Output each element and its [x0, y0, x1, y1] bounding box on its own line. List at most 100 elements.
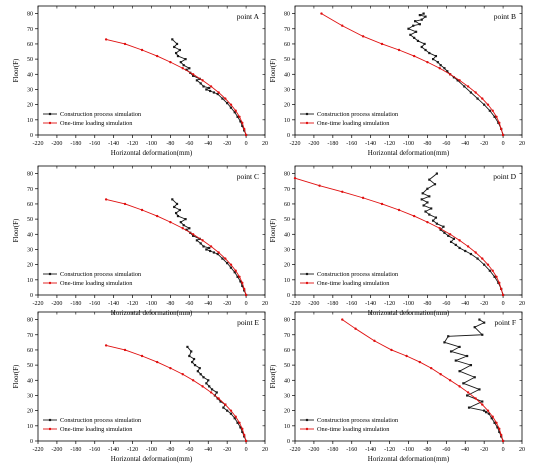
- x-tick-label: -20: [480, 301, 488, 307]
- data-point-one-time: [390, 348, 393, 352]
- data-point-one-time: [209, 245, 213, 248]
- data-point-construction: [239, 426, 242, 429]
- data-point-one-time: [140, 48, 144, 52]
- data-point-construction: [466, 394, 469, 397]
- data-point-construction: [478, 318, 481, 321]
- data-point-one-time: [155, 360, 159, 364]
- x-tick-label: -40: [461, 141, 469, 147]
- x-axis-label: Horizontal deformation(mm): [111, 309, 193, 317]
- legend-swatch-marker: [305, 121, 309, 125]
- y-tick-label: 40: [27, 378, 33, 384]
- data-point-one-time: [341, 24, 344, 27]
- legend: Construction process simulation One-time …: [43, 271, 142, 287]
- data-point-one-time: [466, 245, 470, 248]
- x-tick-label: -180: [327, 447, 338, 453]
- x-tick-label: 0: [245, 141, 248, 147]
- data-point-one-time: [224, 97, 227, 100]
- data-point-construction: [221, 97, 224, 100]
- data-point-one-time: [201, 239, 204, 242]
- data-point-construction: [483, 103, 486, 106]
- data-point-construction: [176, 214, 180, 218]
- x-tick-label: 20: [262, 447, 268, 453]
- data-point-one-time: [320, 12, 323, 15]
- x-tick-label: 0: [502, 301, 505, 307]
- data-point-construction: [443, 231, 446, 234]
- panel-label: point C: [237, 172, 259, 181]
- x-tick-label: -100: [403, 301, 414, 307]
- y-tick-label: 20: [284, 263, 290, 269]
- x-tick-label: -220: [33, 447, 44, 453]
- legend-label: One-time loading simulation: [60, 426, 133, 433]
- data-point-construction: [426, 201, 429, 204]
- x-tick-label: 20: [262, 301, 268, 307]
- legend-label: Construction process simulation: [317, 417, 399, 424]
- data-point-one-time: [229, 103, 233, 106]
- data-point-construction: [173, 205, 176, 209]
- x-tick-label: 0: [245, 301, 248, 307]
- data-point-one-time: [361, 35, 365, 38]
- data-point-one-time: [244, 293, 248, 297]
- data-point-construction: [420, 198, 423, 201]
- data-point-construction: [478, 388, 481, 391]
- data-point-construction: [192, 74, 195, 77]
- data-point-construction: [236, 421, 239, 424]
- data-point-construction: [229, 266, 233, 269]
- data-point-one-time: [498, 121, 501, 125]
- panel-label: point F: [495, 318, 516, 327]
- data-point-construction: [185, 228, 188, 231]
- data-point-construction: [202, 245, 205, 248]
- series-line-1: [408, 13, 504, 136]
- data-point-one-time: [229, 263, 233, 266]
- panel-label: point D: [493, 172, 516, 181]
- y-tick-label: 40: [27, 72, 33, 78]
- y-tick-label: 30: [27, 393, 33, 399]
- data-point-construction: [179, 61, 182, 64]
- data-point-one-time: [234, 415, 237, 418]
- data-point-one-time: [209, 391, 213, 394]
- x-tick-label: -60: [442, 301, 450, 307]
- y-tick-label: 70: [284, 27, 290, 33]
- data-point-construction: [205, 88, 208, 91]
- x-tick-label: -80: [423, 301, 431, 307]
- data-point-construction: [454, 359, 457, 362]
- y-tick-label: 10: [27, 278, 33, 284]
- data-point-construction: [483, 263, 486, 266]
- legend-swatch-marker: [48, 112, 52, 116]
- data-point-construction: [239, 280, 242, 283]
- data-point-construction: [467, 406, 471, 409]
- data-point-one-time: [466, 85, 470, 88]
- x-tick-label: -140: [108, 141, 119, 147]
- x-tick-label: -180: [70, 447, 81, 453]
- data-point-construction: [483, 409, 486, 412]
- y-tick-label: 20: [27, 409, 33, 415]
- data-point-construction: [209, 89, 212, 93]
- data-point-construction: [208, 385, 211, 388]
- data-point-construction: [209, 249, 212, 253]
- data-point-construction: [193, 364, 197, 367]
- data-point-one-time: [241, 281, 244, 285]
- data-point-construction: [222, 406, 225, 409]
- x-axis-label: Horizontal deformation(mm): [368, 149, 450, 157]
- y-tick-label: 40: [27, 232, 33, 238]
- data-point-construction: [469, 91, 473, 94]
- data-point-one-time: [439, 373, 442, 376]
- data-point-construction: [414, 20, 417, 23]
- y-axis-label: Floor(F): [269, 218, 277, 242]
- data-point-construction: [241, 430, 244, 433]
- data-point-one-time: [499, 433, 503, 437]
- data-point-one-time: [481, 97, 484, 100]
- data-point-one-time: [448, 379, 452, 382]
- x-tick-label: -80: [166, 301, 174, 307]
- x-axis-label: Horizontal deformation(mm): [111, 455, 193, 463]
- x-tick-label: -20: [223, 141, 231, 147]
- x-axis-label: Horizontal deformation(mm): [111, 149, 193, 157]
- data-point-construction: [208, 86, 211, 90]
- data-point-construction: [176, 54, 180, 58]
- y-tick-label: 10: [27, 118, 33, 124]
- data-point-one-time: [140, 354, 144, 358]
- data-point-construction: [426, 187, 429, 190]
- x-axis-label: Horizontal deformation(mm): [368, 455, 450, 463]
- x-tick-label: -40: [461, 301, 469, 307]
- data-point-construction: [454, 243, 457, 247]
- legend-label: One-time loading simulation: [317, 426, 390, 433]
